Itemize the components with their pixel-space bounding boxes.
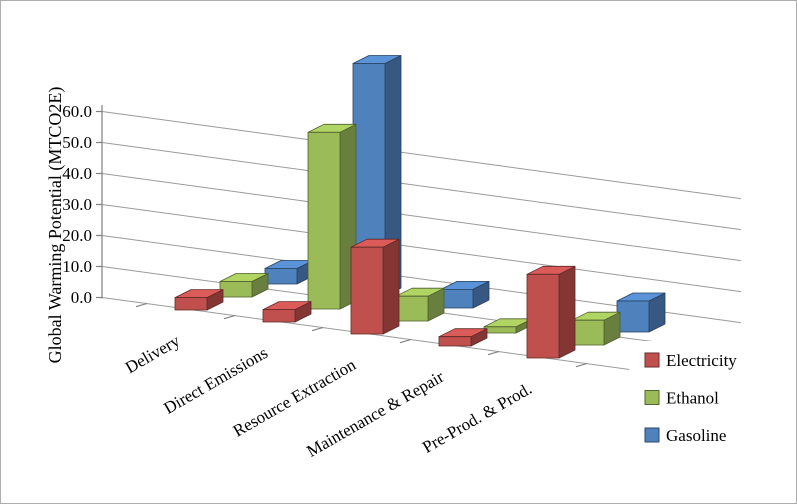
bar-electricity-1 <box>262 301 312 323</box>
y-tick-label: 60.0 <box>62 102 92 121</box>
bar-face-front <box>526 273 560 359</box>
legend-swatch <box>644 427 660 443</box>
bar-ethanol-0 <box>219 273 269 298</box>
bar-gasoline-1 <box>352 55 402 297</box>
bar-face-front <box>483 326 517 334</box>
gridline <box>101 204 742 293</box>
bar-electricity-0 <box>174 289 224 311</box>
value-axis-labels: 0.0 10.0 20.0 30.0 40.0 50.0 60.0 <box>62 102 92 307</box>
bar-ethanol-3 <box>483 318 533 334</box>
gridline <box>101 111 742 200</box>
bar-face-front <box>571 319 605 346</box>
bar-face-front <box>262 309 296 323</box>
bar-electricity-3 <box>438 328 488 347</box>
bar-face-front <box>438 336 472 347</box>
category-axis-tick <box>223 314 236 320</box>
category-label: Delivery <box>122 331 183 377</box>
bar-face-front <box>219 281 253 298</box>
bar-face-side <box>382 238 400 335</box>
legend-item-gasoline: Gasoline <box>644 426 726 445</box>
y-axis-title: Global Warming Potential (MTCO2E) <box>45 87 66 364</box>
bar-ethanol-1 <box>307 123 357 310</box>
bar-face-front <box>174 297 208 311</box>
bar-face-front <box>264 268 298 285</box>
bar-ethanol-2 <box>395 287 445 322</box>
y-tick-label: 10.0 <box>62 257 92 276</box>
legend-item-ethanol: Ethanol <box>644 389 719 408</box>
bar-face-side <box>558 265 576 359</box>
category-axis-tick <box>311 326 324 332</box>
bar-face-front <box>350 246 384 335</box>
legend-label: Electricity <box>666 351 737 370</box>
gridline <box>101 142 742 231</box>
bar-electricity-4 <box>526 265 576 359</box>
category-axis-tick <box>487 350 500 356</box>
legend-label: Ethanol <box>666 389 719 408</box>
y-tick-label: 20.0 <box>62 226 92 245</box>
bar-face-front <box>440 288 474 309</box>
bar-face-front <box>395 295 429 322</box>
bar-face-front <box>616 300 650 333</box>
bar-gasoline-2 <box>440 280 490 309</box>
y-tick-label: 30.0 <box>62 195 92 214</box>
bars <box>174 55 666 359</box>
y-tick-label: 0.0 <box>71 288 92 307</box>
category-label: Pre-Prod. & Prod. <box>419 379 535 457</box>
legend: Electricity Ethanol Gasoline <box>629 341 791 453</box>
category-axis-tick <box>575 362 588 368</box>
category-label: Direct Emissions <box>160 343 271 418</box>
gridlines <box>101 111 742 386</box>
bar-face-front <box>307 131 341 310</box>
value-axis <box>96 105 588 368</box>
bar-gasoline-0 <box>264 260 314 285</box>
y-tick-label: 40.0 <box>62 164 92 183</box>
legend-swatch <box>644 352 660 368</box>
legend-label: Gasoline <box>666 426 726 445</box>
legend-item-electricity: Electricity <box>644 351 737 370</box>
bar-gasoline-4 <box>616 292 666 333</box>
gridline <box>101 173 742 262</box>
category-axis-tick <box>135 302 148 308</box>
category-axis-tick <box>399 338 412 344</box>
y-tick-label: 50.0 <box>62 133 92 152</box>
legend-swatch <box>644 390 660 405</box>
bar-electricity-2 <box>350 238 400 335</box>
bar-ethanol-4 <box>571 311 621 346</box>
